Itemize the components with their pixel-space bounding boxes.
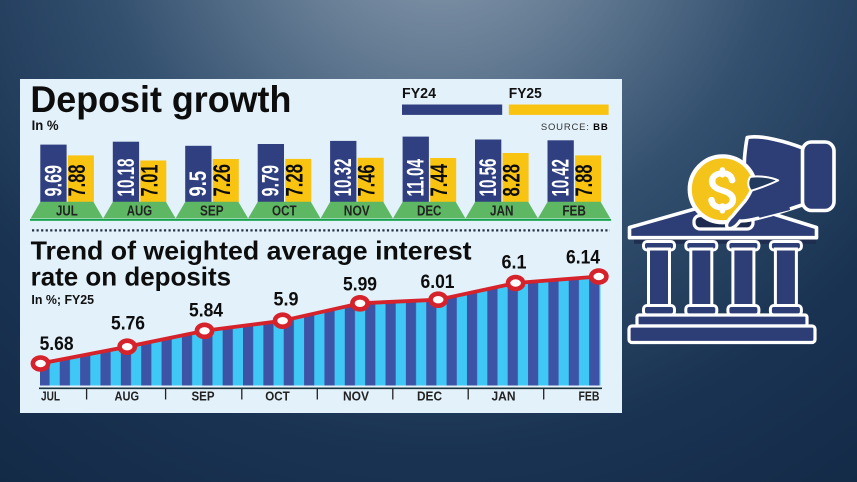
svg-text:9.79: 9.79: [258, 165, 285, 197]
svg-text:6.1: 6.1: [502, 253, 527, 274]
svg-text:9.69: 9.69: [40, 165, 67, 197]
svg-text:SEP: SEP: [200, 203, 224, 219]
svg-text:DEC: DEC: [417, 203, 442, 219]
svg-text:JAN: JAN: [490, 203, 514, 219]
svg-text:rate on deposits: rate on deposits: [31, 261, 232, 291]
svg-text:7.88: 7.88: [571, 165, 598, 197]
svg-text:FY24: FY24: [402, 85, 437, 102]
svg-text:AUG: AUG: [127, 203, 152, 219]
svg-text:Trend of weighted average inte: Trend of weighted average interest: [31, 236, 472, 266]
svg-text:7.88: 7.88: [64, 165, 91, 197]
svg-text:6.14: 6.14: [566, 248, 600, 269]
svg-text:DEC: DEC: [417, 389, 443, 404]
svg-text:NOV: NOV: [343, 389, 369, 404]
svg-text:10.42: 10.42: [548, 159, 575, 197]
svg-text:NOV: NOV: [344, 203, 370, 219]
svg-text:5.99: 5.99: [343, 275, 377, 296]
svg-text:SOURCE: BB: SOURCE: BB: [541, 122, 609, 133]
svg-text:5.68: 5.68: [40, 334, 74, 355]
svg-text:JUL: JUL: [41, 389, 60, 404]
svg-text:7.26: 7.26: [209, 164, 236, 197]
svg-text:7.44: 7.44: [426, 164, 453, 197]
svg-text:JUL: JUL: [56, 203, 78, 219]
svg-text:5.9: 5.9: [274, 290, 299, 311]
svg-text:In %; FY25: In %; FY25: [31, 292, 94, 307]
svg-text:9.5: 9.5: [185, 171, 212, 197]
svg-text:7.28: 7.28: [281, 164, 308, 197]
svg-text:10.32: 10.32: [330, 159, 357, 197]
svg-text:5.76: 5.76: [111, 314, 145, 335]
svg-text:FY25: FY25: [509, 85, 542, 102]
svg-text:5.84: 5.84: [189, 301, 223, 322]
svg-text:OCT: OCT: [272, 203, 297, 219]
svg-text:FEB: FEB: [579, 389, 600, 404]
svg-text:7.01: 7.01: [136, 165, 163, 197]
svg-text:AUG: AUG: [115, 389, 140, 404]
svg-text:OCT: OCT: [265, 389, 290, 404]
svg-text:FEB: FEB: [562, 203, 586, 219]
svg-text:10.18: 10.18: [113, 159, 140, 197]
svg-text:JAN: JAN: [492, 389, 516, 404]
svg-text:SEP: SEP: [192, 389, 215, 404]
svg-text:Deposit growth: Deposit growth: [30, 79, 291, 120]
svg-text:10.56: 10.56: [475, 159, 502, 197]
svg-text:7.46: 7.46: [354, 165, 381, 197]
svg-text:6.01: 6.01: [421, 272, 455, 293]
svg-text:In %: In %: [32, 118, 59, 133]
svg-text:11.04: 11.04: [403, 159, 430, 197]
svg-text:8.28: 8.28: [499, 164, 526, 197]
